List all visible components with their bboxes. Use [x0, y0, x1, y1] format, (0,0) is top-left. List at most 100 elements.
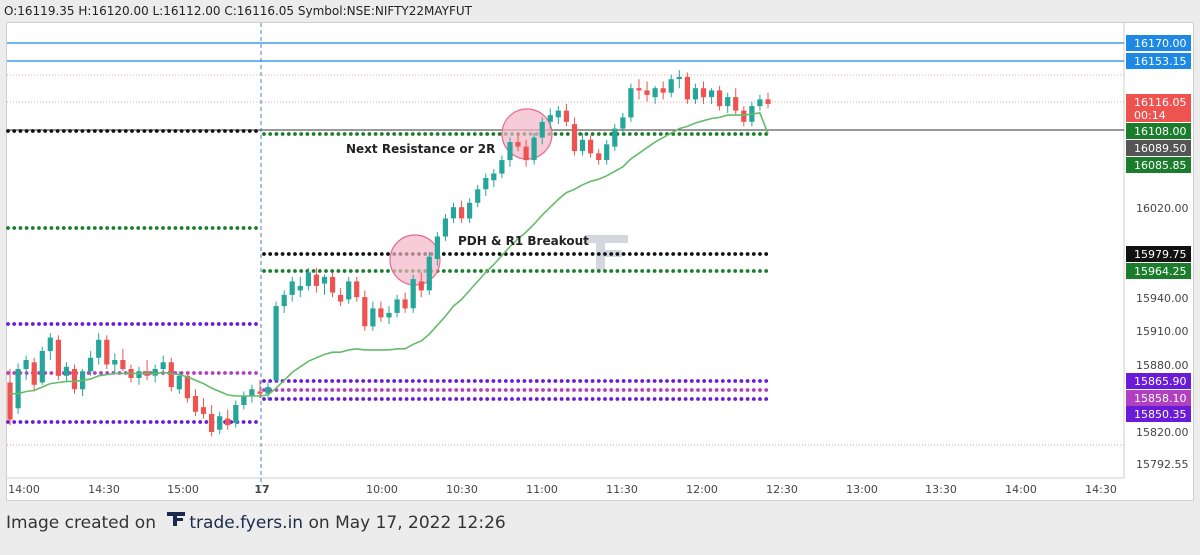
candle [475, 184, 481, 208]
level-dot [578, 132, 583, 136]
level-dot [74, 322, 79, 326]
level-dot [658, 269, 663, 273]
level-dot [441, 379, 446, 383]
level-dot [105, 322, 110, 326]
level-dot [745, 269, 750, 273]
level-dot [559, 252, 564, 256]
candle [112, 353, 118, 374]
level-dot [466, 379, 471, 383]
level-dot [522, 397, 527, 401]
level-dot [355, 252, 359, 256]
price-tag: 15964.25 [1126, 263, 1191, 279]
level-dot [472, 252, 477, 256]
level-dot [12, 226, 17, 230]
level-dot [68, 371, 72, 375]
level-dot [435, 379, 440, 383]
level-dot [417, 388, 421, 392]
level-dot [627, 269, 632, 273]
level-dot [683, 388, 688, 392]
level-dot [510, 252, 514, 256]
level-dot [317, 379, 322, 383]
level-dot [553, 132, 558, 136]
level-dot [727, 269, 731, 273]
level-dot [123, 129, 128, 133]
level-dot [111, 129, 116, 133]
level-dot [510, 388, 514, 392]
level-dot [99, 420, 103, 424]
candle [47, 333, 53, 361]
level-dot [584, 252, 589, 256]
candle [588, 135, 594, 158]
price-tag-value: 15964.25 [1134, 265, 1187, 278]
price-tag-bg [1126, 390, 1191, 406]
level-dot [117, 420, 122, 424]
level-dot [615, 388, 620, 392]
level-dot [454, 388, 459, 392]
level-dot [547, 379, 552, 383]
footer-brand[interactable]: trade.fyers.in [189, 513, 304, 533]
level-dot [410, 379, 415, 383]
level-dot [485, 388, 490, 392]
price-chart[interactable]: Next Resistance or 2R PDH & R1 Breakout 16… [0, 0, 1200, 510]
level-dot [6, 420, 10, 424]
level-dot [553, 269, 558, 273]
candle [620, 112, 626, 134]
level-dot [479, 252, 483, 256]
level-dot [429, 379, 434, 383]
level-dot [49, 371, 54, 375]
level-dot [161, 129, 165, 133]
candle [459, 200, 465, 223]
level-dot [12, 420, 17, 424]
level-dot [386, 388, 390, 392]
time-tick-label: 13:00 [846, 483, 878, 496]
level-dot [522, 269, 527, 273]
level-dot [262, 397, 266, 401]
price-tag-bg [1126, 123, 1191, 139]
candle-body [265, 387, 271, 394]
level-dot [348, 388, 353, 392]
level-dot [429, 388, 434, 392]
level-dot [745, 379, 750, 383]
level-dot [192, 129, 196, 133]
level-dot [241, 129, 246, 133]
level-dot [671, 252, 676, 256]
candle-body [547, 115, 553, 122]
level-dot [590, 252, 595, 256]
level-dot [311, 269, 316, 273]
level-dot [136, 322, 141, 326]
level-dot [293, 252, 297, 256]
candle [168, 357, 174, 392]
price-tag-value: 15979.75 [1134, 248, 1187, 261]
price-tag-value: 16170.00 [1134, 37, 1187, 50]
chart-panel[interactable] [6, 22, 1194, 501]
level-dot [435, 397, 440, 401]
level-dot [148, 129, 153, 133]
level-dot [733, 379, 738, 383]
level-dot [621, 379, 626, 383]
open-value: 16119.35 [17, 4, 75, 18]
level-dot [179, 129, 184, 133]
level-dot [398, 397, 403, 401]
candle-body [217, 416, 223, 430]
level-dot [739, 388, 744, 392]
level-dot [367, 132, 372, 136]
level-dot [204, 226, 209, 230]
level-dot [161, 420, 165, 424]
level-dot [204, 371, 209, 375]
level-dot [355, 132, 359, 136]
level-dot [479, 388, 483, 392]
level-dot [491, 132, 496, 136]
level-dot [198, 226, 203, 230]
candle [402, 292, 408, 313]
level-dot [311, 388, 316, 392]
level-dot [204, 420, 209, 424]
level-dot [541, 397, 545, 401]
candle [668, 74, 674, 98]
level-dot [541, 379, 545, 383]
level-dot [472, 388, 477, 392]
level-dot [148, 322, 153, 326]
level-dot [572, 388, 576, 392]
level-dot [727, 388, 731, 392]
level-dot [299, 388, 304, 392]
level-dot [578, 397, 583, 401]
